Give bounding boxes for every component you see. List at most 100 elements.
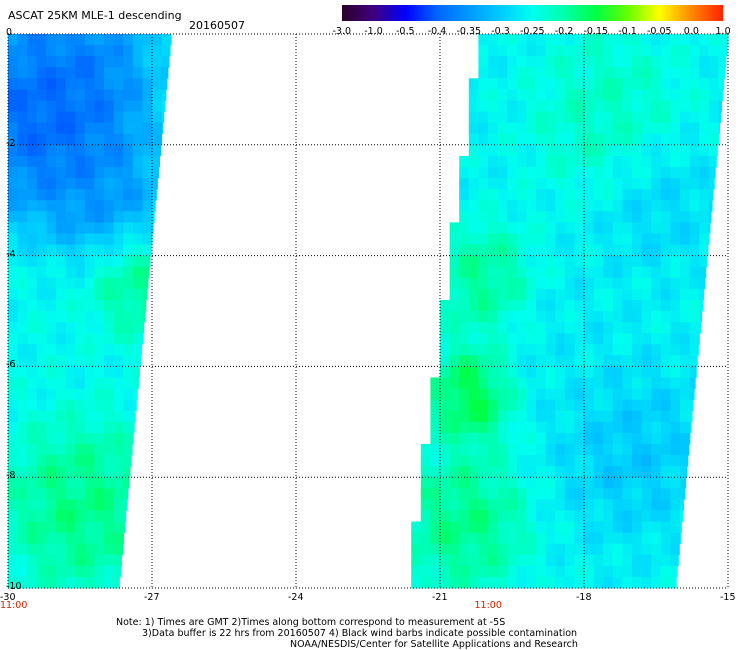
data-cell	[132, 166, 143, 179]
data-cell	[104, 166, 114, 179]
data-cell	[516, 477, 527, 489]
data-cell	[468, 554, 479, 567]
data-cell	[612, 56, 623, 68]
data-cell	[497, 45, 508, 57]
data-cell	[449, 344, 460, 356]
data-cell	[75, 488, 86, 500]
data-cell	[564, 244, 575, 256]
data-cell	[660, 255, 671, 268]
data-cell	[641, 322, 652, 334]
data-cell	[132, 432, 134, 445]
data-cell	[516, 466, 527, 478]
data-cell	[468, 133, 479, 146]
data-cell	[84, 111, 95, 124]
data-cell	[488, 488, 498, 500]
data-cell	[36, 56, 47, 68]
data-cell	[104, 244, 114, 256]
data-cell	[603, 45, 614, 57]
data-cell	[689, 56, 700, 68]
data-cell	[574, 499, 585, 511]
data-cell	[75, 266, 86, 279]
data-cell	[123, 222, 134, 234]
data-cell	[612, 200, 623, 212]
data-cell	[699, 277, 706, 290]
data-cell	[56, 222, 66, 234]
data-cell	[488, 410, 498, 423]
data-cell	[603, 455, 614, 467]
data-cell	[708, 89, 719, 101]
data-cell	[584, 322, 594, 334]
data-cell	[75, 67, 86, 79]
data-cell	[612, 510, 623, 522]
data-cell	[651, 211, 662, 223]
data-cell	[65, 178, 76, 190]
colorbar-tick-label: -3.0	[332, 26, 352, 37]
data-cell	[593, 510, 604, 522]
data-cell	[526, 333, 537, 345]
data-cell	[593, 322, 604, 334]
data-cell	[555, 189, 566, 201]
data-cell	[8, 488, 18, 500]
data-cell	[440, 521, 450, 533]
data-cell	[507, 388, 518, 401]
data-cell	[651, 155, 662, 168]
data-cell	[161, 100, 166, 112]
data-cell	[632, 166, 642, 179]
data-cell	[132, 266, 143, 279]
colorbar	[342, 5, 723, 21]
data-cell	[459, 399, 470, 412]
data-cell	[142, 178, 153, 190]
data-cell	[132, 255, 143, 268]
data-cell	[440, 466, 450, 478]
data-cell	[641, 67, 652, 79]
data-cell	[516, 377, 527, 389]
data-cell	[36, 554, 47, 567]
data-cell	[526, 410, 537, 423]
data-cell	[113, 222, 124, 234]
data-cell	[689, 200, 700, 212]
data-cell	[689, 377, 696, 389]
data-cell	[113, 410, 124, 423]
data-cell	[8, 333, 18, 345]
data-cell	[75, 45, 86, 57]
data-cell	[507, 355, 518, 367]
data-cell	[584, 543, 594, 556]
data-cell	[516, 521, 527, 533]
data-cell	[555, 532, 566, 545]
data-cell	[536, 111, 546, 124]
data-cell	[497, 155, 508, 168]
data-cell	[65, 144, 76, 157]
data-cell	[622, 100, 633, 112]
time-label: 11:00	[0, 600, 28, 611]
data-cell	[94, 510, 105, 522]
data-cell	[27, 233, 38, 245]
data-cell	[440, 432, 450, 445]
data-cell	[536, 67, 546, 79]
data-cell	[132, 100, 143, 112]
data-cell	[680, 89, 690, 101]
data-cell	[468, 443, 479, 456]
data-cell	[36, 255, 47, 268]
data-cell	[94, 45, 105, 57]
data-cell	[123, 521, 126, 533]
data-cell	[65, 166, 76, 179]
data-cell	[36, 344, 47, 356]
data-cell	[497, 189, 508, 201]
data-cell	[536, 100, 546, 112]
data-cell	[113, 510, 124, 522]
data-cell	[584, 410, 594, 423]
data-cell	[536, 344, 546, 356]
data-cell	[507, 211, 518, 223]
data-cell	[516, 56, 527, 68]
data-cell	[8, 200, 18, 212]
data-cell	[123, 155, 134, 168]
data-cell	[46, 67, 57, 79]
data-cell	[65, 211, 76, 223]
data-cell	[593, 34, 604, 46]
data-cell	[84, 410, 95, 423]
data-cell	[603, 510, 614, 522]
data-cell	[584, 388, 594, 401]
data-cell	[545, 155, 556, 168]
data-cell	[516, 288, 527, 301]
data-cell	[8, 211, 18, 223]
